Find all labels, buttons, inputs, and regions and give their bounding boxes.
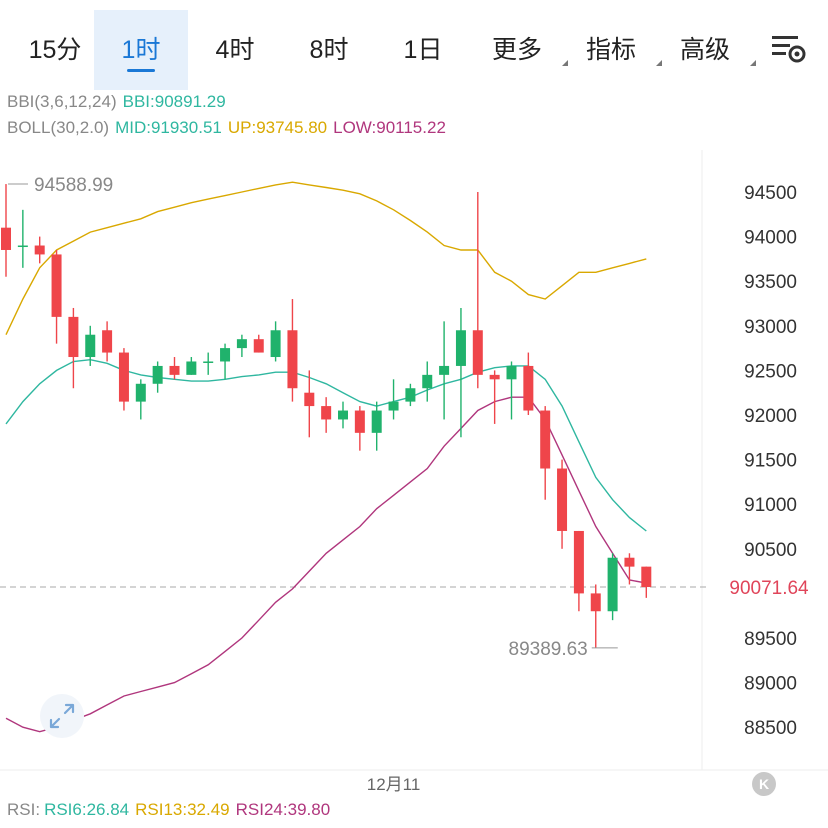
- candle-body: [624, 557, 635, 567]
- candle-body: [17, 245, 28, 248]
- price-tick-label: 90500: [744, 540, 797, 561]
- bbi-value: BBI:90891.29: [122, 92, 226, 111]
- boll-name: BOLL(30,2.0): [7, 118, 110, 137]
- expand-chart-button[interactable]: [40, 694, 84, 738]
- chart-settings-button[interactable]: [766, 30, 810, 70]
- tab-label: 更多: [491, 36, 542, 64]
- series-line-bbi: [5, 358, 647, 532]
- candle-body: [287, 330, 298, 389]
- candle-body: [388, 401, 399, 411]
- bbi-indicator-row: BBI(3,6,12,24) BBI:90891.29: [7, 92, 232, 112]
- rsi-indicator-row: RSI: RSI6:26.84 RSI13:32.49 RSI24:39.80: [7, 800, 336, 820]
- k-collapse-icon: K: [758, 776, 770, 792]
- candle-body: [405, 388, 416, 402]
- candle-body: [85, 334, 96, 358]
- candle-body: [472, 330, 483, 375]
- price-tick-label: 89500: [744, 629, 797, 650]
- candle-body: [51, 254, 62, 317]
- candle-body: [270, 330, 281, 358]
- tab-label: 1时: [121, 36, 161, 64]
- candle-body: [590, 593, 601, 612]
- price-tick-label: 91500: [744, 451, 797, 472]
- candle-body: [455, 330, 466, 366]
- candle-body: [236, 339, 247, 349]
- candle-body: [439, 365, 450, 375]
- series-line-up: [5, 181, 647, 335]
- price-tick-label: 93500: [744, 272, 797, 293]
- boll-low-value: LOW:90115.22: [333, 118, 446, 137]
- tab-2[interactable]: 4时: [188, 10, 282, 90]
- tab-label: 8时: [309, 36, 349, 64]
- tab-0[interactable]: 15分: [8, 10, 102, 90]
- tab-label: 4时: [215, 36, 255, 64]
- expand-arrows-icon: [49, 703, 75, 729]
- rsi24-value: RSI24:39.80: [235, 800, 331, 819]
- tab-label: 指标: [585, 36, 636, 64]
- candle-body: [304, 392, 315, 407]
- current-price-label: 90071.64: [710, 574, 828, 604]
- low-marker-label: 89389.63: [509, 639, 588, 660]
- bbi-name: BBI(3,6,12,24): [7, 92, 117, 111]
- boll-mid-value: MID:91930.51: [115, 118, 222, 137]
- tab-4[interactable]: 1日: [376, 10, 470, 90]
- candle-body: [321, 406, 332, 420]
- candle-body: [540, 410, 551, 469]
- dropdown-triangle-icon: [562, 60, 568, 66]
- tab-1[interactable]: 1时: [94, 10, 188, 90]
- chart-settings-icon: [772, 36, 806, 63]
- dropdown-triangle-icon: [750, 60, 756, 66]
- boll-indicator-row: BOLL(30,2.0) MID:91930.51 UP:93745.80 LOW:9…: [7, 118, 452, 138]
- tab-5[interactable]: 更多: [470, 10, 568, 90]
- price-tick-label: 94500: [744, 183, 797, 204]
- series-line-low: [5, 396, 647, 733]
- candle-body: [68, 316, 79, 358]
- tab-6[interactable]: 指标: [564, 10, 662, 90]
- candle-body: [641, 566, 652, 588]
- candle-body: [152, 365, 163, 384]
- candle-body: [607, 557, 618, 612]
- candle-body: [118, 352, 129, 402]
- candle-body: [102, 330, 113, 353]
- price-tick-label: 92500: [744, 361, 797, 382]
- price-tick-label: 91000: [744, 495, 797, 516]
- tab-3[interactable]: 8时: [282, 10, 376, 90]
- candle-body: [354, 410, 365, 433]
- rsi-label: RSI:: [7, 800, 41, 819]
- candle-body: [422, 374, 433, 389]
- candle-body: [371, 410, 382, 433]
- dropdown-triangle-icon: [656, 60, 662, 66]
- candle-body: [557, 468, 568, 531]
- time-axis-label: 12月11: [367, 775, 421, 794]
- candle-body: [338, 410, 348, 420]
- candle-body: [135, 383, 146, 402]
- tab-7[interactable]: 高级: [658, 10, 756, 90]
- candle-body: [489, 374, 500, 380]
- rsi13-value: RSI13:32.49: [135, 800, 230, 819]
- candle-body: [523, 365, 534, 411]
- rsi6-value: RSI6:26.84: [44, 800, 130, 819]
- high-marker-label: 94588.99: [34, 175, 113, 196]
- candle-body: [506, 365, 517, 380]
- price-tick-label: 89000: [744, 674, 797, 695]
- tab-label: 1日: [403, 36, 443, 64]
- candle-body: [1, 227, 11, 250]
- boll-up-value: UP:93745.80: [227, 118, 328, 137]
- candle-body: [186, 361, 197, 375]
- candle-body: [34, 245, 45, 255]
- price-tick-label: 92000: [744, 406, 797, 427]
- candle-body: [253, 339, 264, 353]
- candle-body: [169, 365, 180, 375]
- candle-body: [203, 361, 214, 363]
- price-tick-label: 94000: [744, 228, 797, 249]
- tab-label: 高级: [679, 36, 730, 64]
- tab-label: 15分: [28, 36, 82, 64]
- candle-body: [573, 530, 584, 594]
- price-tick-label: 93000: [744, 317, 797, 338]
- candle-body: [220, 348, 231, 362]
- k-collapse-button[interactable]: K: [752, 772, 776, 796]
- price-tick-label: 88500: [744, 718, 797, 739]
- timeframe-tabs: 15分 1时 4时 8时 1日 更多 指标 高级: [0, 10, 828, 90]
